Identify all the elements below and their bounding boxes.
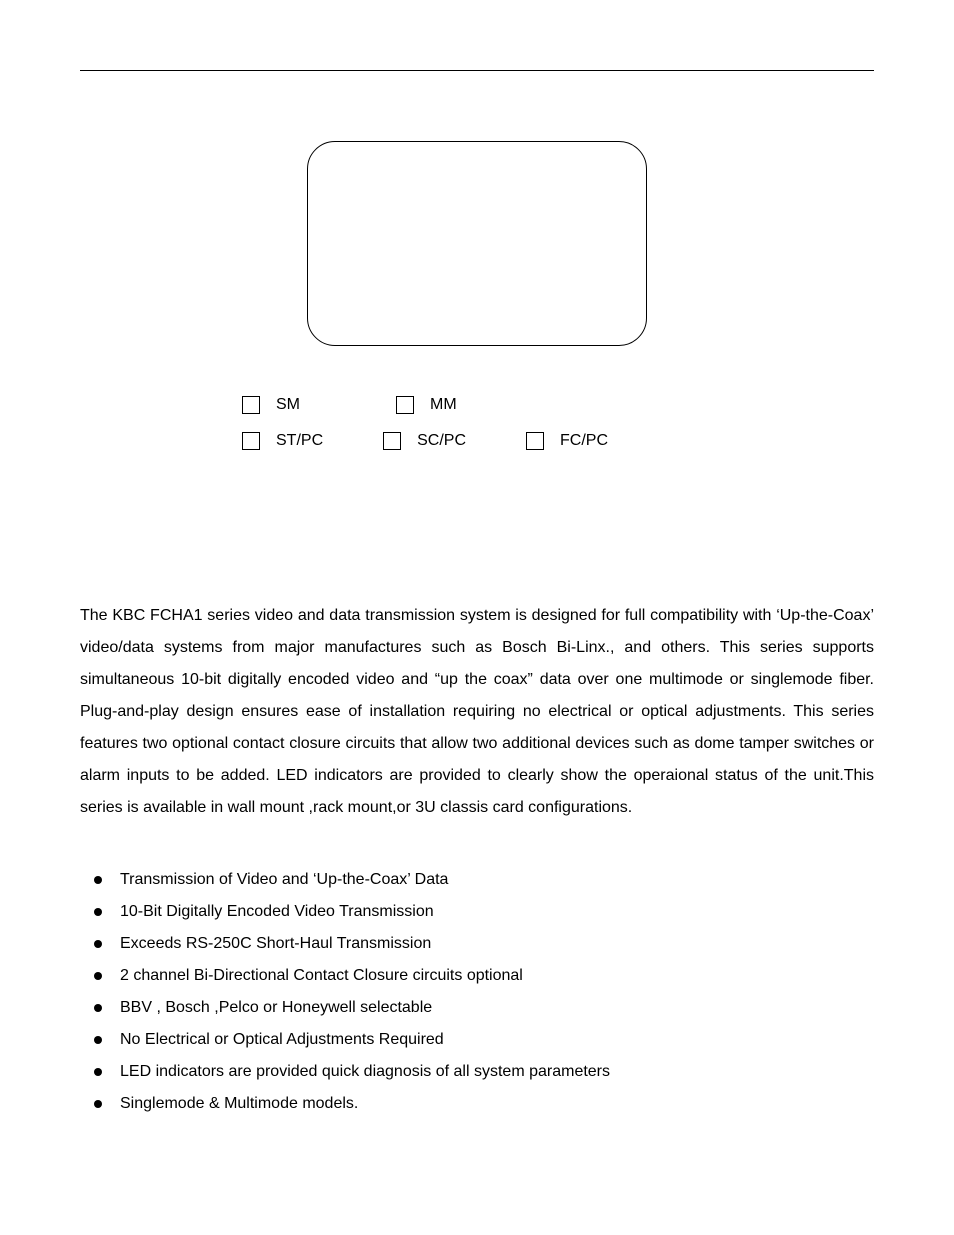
checkbox-box-icon[interactable] <box>242 396 260 414</box>
checkbox-item: SM <box>242 396 300 414</box>
checkbox-box-icon[interactable] <box>383 432 401 450</box>
options-checkboxes: SM MM ST/PC SC/PC FC/PC <box>242 396 712 450</box>
checkbox-item: ST/PC <box>242 432 323 450</box>
checkbox-item: MM <box>396 396 457 414</box>
checkbox-box-icon[interactable] <box>396 396 414 414</box>
feature-item: 10-Bit Digitally Encoded Video Transmiss… <box>94 896 874 928</box>
checkbox-label: MM <box>430 396 457 414</box>
product-description: The KBC FCHA1 series video and data tran… <box>80 600 874 824</box>
checkbox-row-fiber: SM MM <box>242 396 712 414</box>
feature-list: Transmission of Video and ‘Up-the-Coax’ … <box>80 864 874 1120</box>
checkbox-item: FC/PC <box>526 432 608 450</box>
feature-item: Transmission of Video and ‘Up-the-Coax’ … <box>94 864 874 896</box>
checkbox-label: FC/PC <box>560 432 608 450</box>
feature-item: 2 channel Bi-Directional Contact Closure… <box>94 960 874 992</box>
checkbox-item: SC/PC <box>383 432 466 450</box>
feature-item: Singlemode & Multimode models. <box>94 1088 874 1120</box>
checkbox-label: ST/PC <box>276 432 323 450</box>
checkbox-label: SM <box>276 396 300 414</box>
feature-item: No Electrical or Optical Adjustments Req… <box>94 1024 874 1056</box>
product-image-placeholder <box>307 141 647 346</box>
checkbox-box-icon[interactable] <box>242 432 260 450</box>
feature-item: LED indicators are provided quick diagno… <box>94 1056 874 1088</box>
feature-item: BBV , Bosch ,Pelco or Honeywell selectab… <box>94 992 874 1024</box>
header-divider <box>80 70 874 71</box>
checkbox-label: SC/PC <box>417 432 466 450</box>
checkbox-box-icon[interactable] <box>526 432 544 450</box>
checkbox-row-connector: ST/PC SC/PC FC/PC <box>242 432 712 450</box>
feature-item: Exceeds RS-250C Short-Haul Transmission <box>94 928 874 960</box>
